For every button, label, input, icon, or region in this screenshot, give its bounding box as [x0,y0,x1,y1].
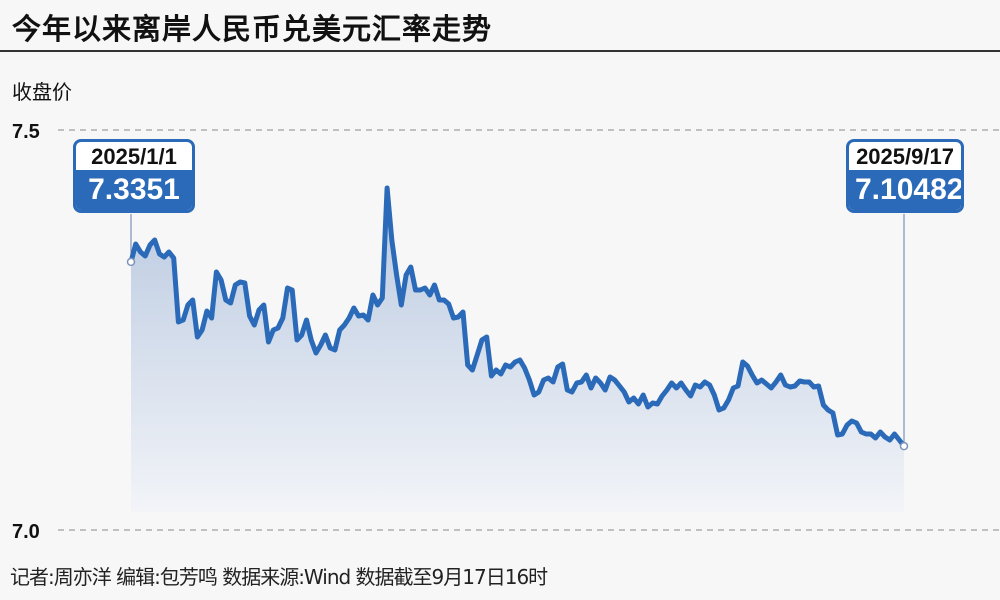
y-tick-label: 7.0 [12,521,40,543]
title-divider [0,50,1000,52]
y-axis-label: 收盘价 [12,80,72,104]
end-date-label: 2025/9/17 [856,144,954,169]
start-value-label: 7.3351 [76,170,192,210]
start-callout: 2025/1/1 7.3351 [73,139,195,213]
end-point [899,441,909,451]
end-callout: 2025/9/17 7.10482 [846,139,964,213]
series-line [128,185,907,449]
start-point [126,257,136,267]
start-date-label: 2025/1/1 [91,144,177,169]
area-fill [131,188,904,512]
chart-title: 今年以来离岸人民币兑美元汇率走势 [12,12,493,46]
end-value-label: 7.10482 [849,170,961,210]
y-tick-label: 7.5 [12,121,40,143]
credits-footer: 记者:周亦洋 编辑:包芳鸣 数据来源:Wind 数据截至9月17日16时 [10,565,548,589]
